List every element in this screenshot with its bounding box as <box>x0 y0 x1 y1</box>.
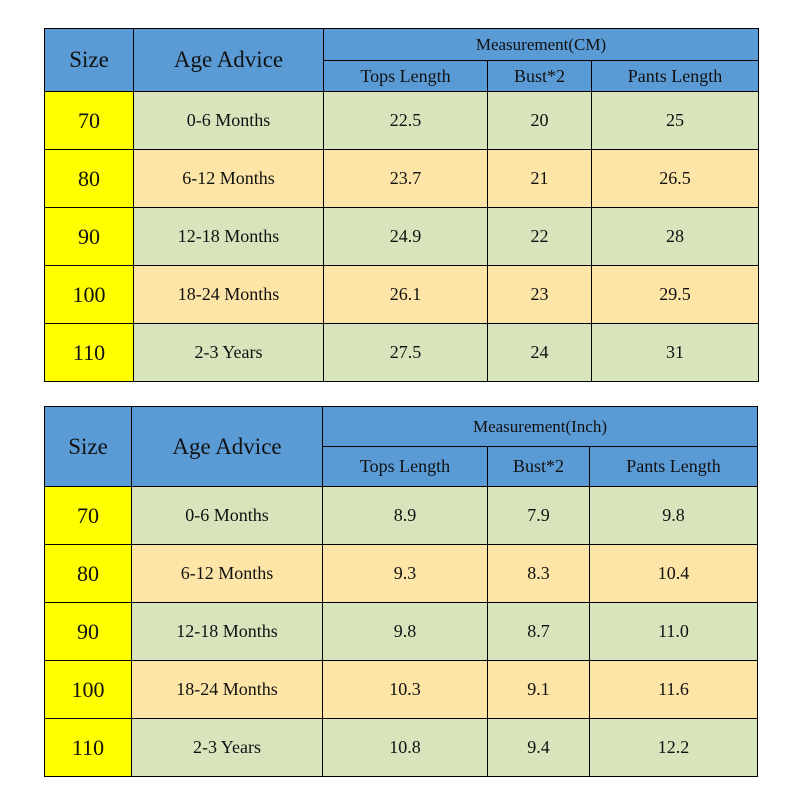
data-cell: 24 <box>487 323 592 382</box>
size-header: Size <box>44 406 132 487</box>
data-cell: 6-12 Months <box>131 544 323 603</box>
data-cell: 2-3 Years <box>133 323 324 382</box>
data-row: 80 6-12 Months 9.3 8.3 10.4 <box>44 544 759 603</box>
data-row: 90 12-18 Months 24.9 22 28 <box>44 207 760 266</box>
data-cell: 9.8 <box>588 486 759 545</box>
age-header: Age Advice <box>133 28 324 92</box>
column-header: Bust*2 <box>487 446 590 487</box>
data-cell: 9.8 <box>322 602 488 661</box>
header-row: Size Age Advice Measurement(Inch) <box>44 406 759 487</box>
size-header: Size <box>44 28 134 92</box>
data-cell: 9.1 <box>487 660 590 719</box>
header-row: Size Age Advice Measurement(CM) <box>44 28 760 92</box>
data-cell: 12.2 <box>588 718 759 777</box>
header-row: Tops Length Bust*2 Pants Length <box>45 446 759 487</box>
column-header: Bust*2 <box>487 60 592 92</box>
size-cell: 80 <box>44 544 132 603</box>
data-cell: 25 <box>590 91 760 150</box>
data-cell: 8.3 <box>487 544 590 603</box>
data-cell: 0-6 Months <box>133 91 324 150</box>
data-cell: 0-6 Months <box>131 486 323 545</box>
data-cell: 23.7 <box>323 149 488 208</box>
data-cell: 10.8 <box>322 718 488 777</box>
size-cell: 100 <box>44 265 134 324</box>
size-cell: 110 <box>44 323 134 382</box>
column-header: Pants Length <box>590 60 760 92</box>
size-cell: 110 <box>44 718 132 777</box>
column-header: Tops Length <box>322 446 488 487</box>
data-cell: 28 <box>590 207 760 266</box>
data-cell: 10.3 <box>322 660 488 719</box>
data-cell: 22.5 <box>323 91 488 150</box>
data-cell: 9.3 <box>322 544 488 603</box>
data-cell: 6-12 Months <box>133 149 324 208</box>
data-cell: 22 <box>487 207 592 266</box>
data-cell: 11.0 <box>588 602 759 661</box>
data-row: 100 18-24 Months 26.1 23 29.5 <box>44 265 760 324</box>
data-cell: 18-24 Months <box>133 265 324 324</box>
age-header: Age Advice <box>131 406 323 487</box>
group-header: Measurement(CM) <box>322 28 760 61</box>
data-row: 70 0-6 Months 22.5 20 25 <box>44 91 760 150</box>
group-header: Measurement(Inch) <box>321 406 759 447</box>
data-row: 110 2-3 Years 27.5 24 31 <box>44 323 760 382</box>
column-header: Pants Length <box>588 446 759 487</box>
data-cell: 10.4 <box>588 544 759 603</box>
data-row: 70 0-6 Months 8.9 7.9 9.8 <box>44 486 759 545</box>
data-cell: 29.5 <box>590 265 760 324</box>
data-cell: 23 <box>487 265 592 324</box>
size-cell: 90 <box>44 207 134 266</box>
data-row: 110 2-3 Years 10.8 9.4 12.2 <box>44 718 759 777</box>
data-cell: 21 <box>487 149 592 208</box>
data-cell: 8.7 <box>487 602 590 661</box>
data-cell: 26.1 <box>323 265 488 324</box>
data-cell: 12-18 Months <box>131 602 323 661</box>
size-cell: 80 <box>44 149 134 208</box>
data-cell: 24.9 <box>323 207 488 266</box>
data-cell: 20 <box>487 91 592 150</box>
data-cell: 9.4 <box>487 718 590 777</box>
size-cell: 70 <box>44 486 132 545</box>
data-cell: 7.9 <box>487 486 590 545</box>
size-table: Size Age Advice Measurement(Inch) Tops Leng… <box>44 406 759 777</box>
data-cell: 26.5 <box>590 149 760 208</box>
data-cell: 11.6 <box>588 660 759 719</box>
data-cell: 8.9 <box>322 486 488 545</box>
size-cell: 90 <box>44 602 132 661</box>
data-cell: 12-18 Months <box>133 207 324 266</box>
data-row: 80 6-12 Months 23.7 21 26.5 <box>44 149 760 208</box>
data-cell: 18-24 Months <box>131 660 323 719</box>
column-header: Tops Length <box>323 60 488 92</box>
data-row: 90 12-18 Months 9.8 8.7 11.0 <box>44 602 759 661</box>
data-cell: 27.5 <box>323 323 488 382</box>
size-table: Size Age Advice Measurement(CM) Tops Length… <box>44 28 760 382</box>
data-cell: 31 <box>590 323 760 382</box>
size-cell: 70 <box>44 91 134 150</box>
size-cell: 100 <box>44 660 132 719</box>
data-row: 100 18-24 Months 10.3 9.1 11.6 <box>44 660 759 719</box>
data-cell: 2-3 Years <box>131 718 323 777</box>
header-row: Tops Length Bust*2 Pants Length <box>45 60 760 92</box>
